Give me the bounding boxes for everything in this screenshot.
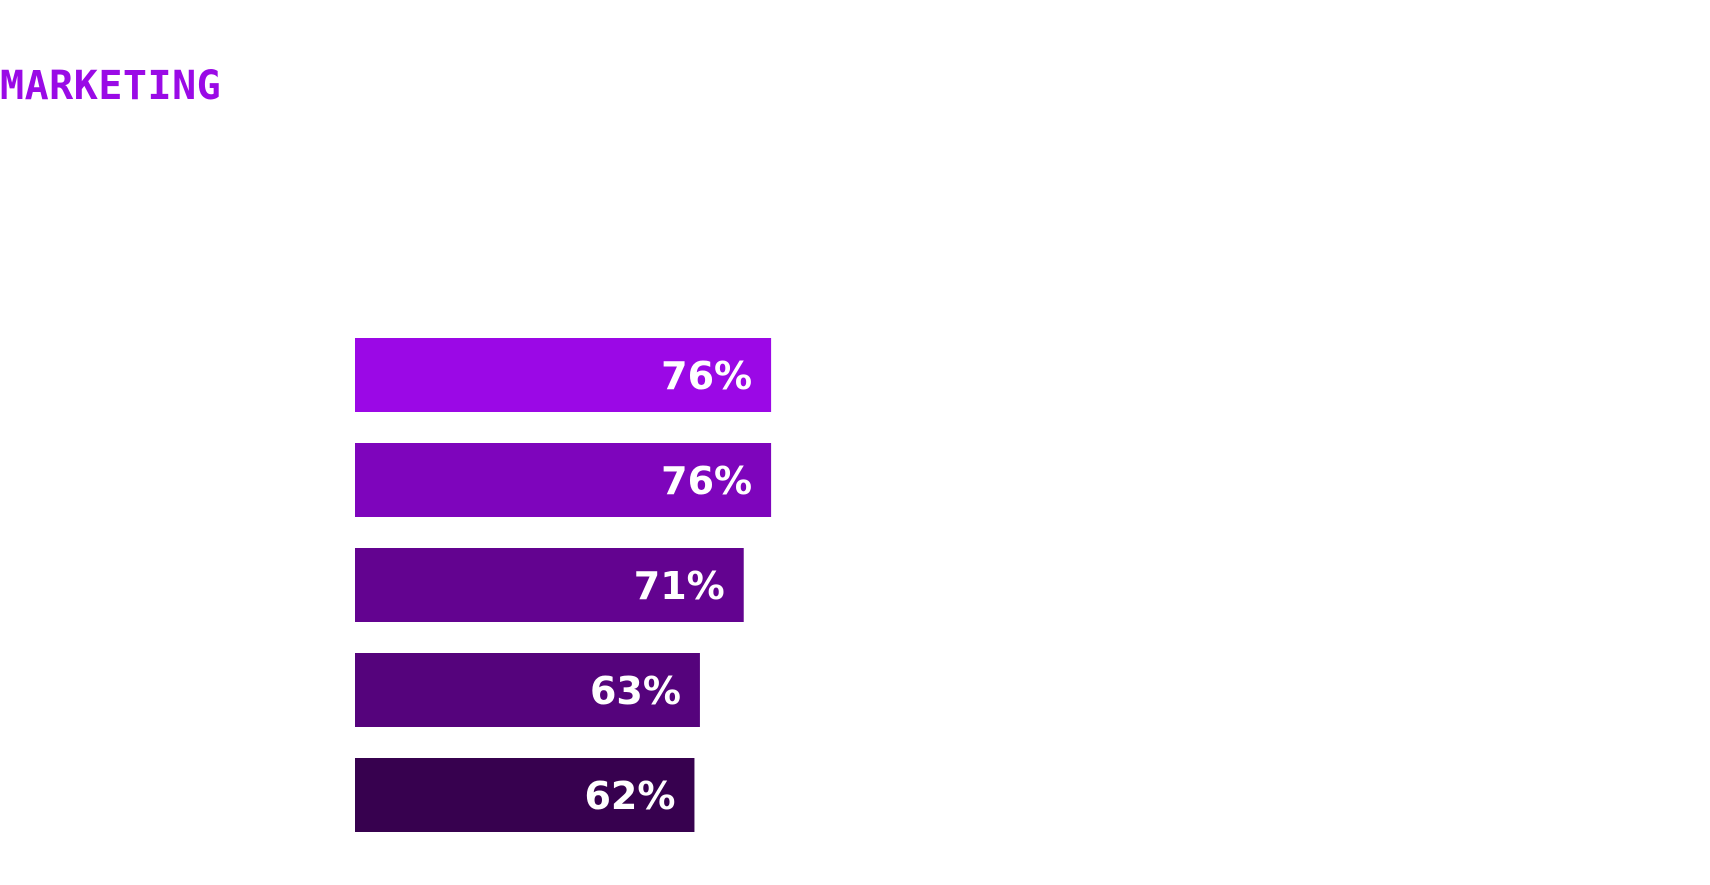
bar-value-label-4: 63% xyxy=(590,669,681,713)
bar-2 xyxy=(355,443,772,517)
bar-value-label-5: 62% xyxy=(584,774,675,818)
bar-value-label-3: 71% xyxy=(634,564,725,608)
bar-1 xyxy=(355,338,772,412)
bar-value-label-2: 76% xyxy=(661,459,752,503)
bar-value-label-1: 76% xyxy=(661,354,752,398)
bar-4 xyxy=(355,653,700,727)
bar-5 xyxy=(355,758,695,832)
chart-title: MARKETING xyxy=(0,63,222,109)
bar-3 xyxy=(355,548,744,622)
